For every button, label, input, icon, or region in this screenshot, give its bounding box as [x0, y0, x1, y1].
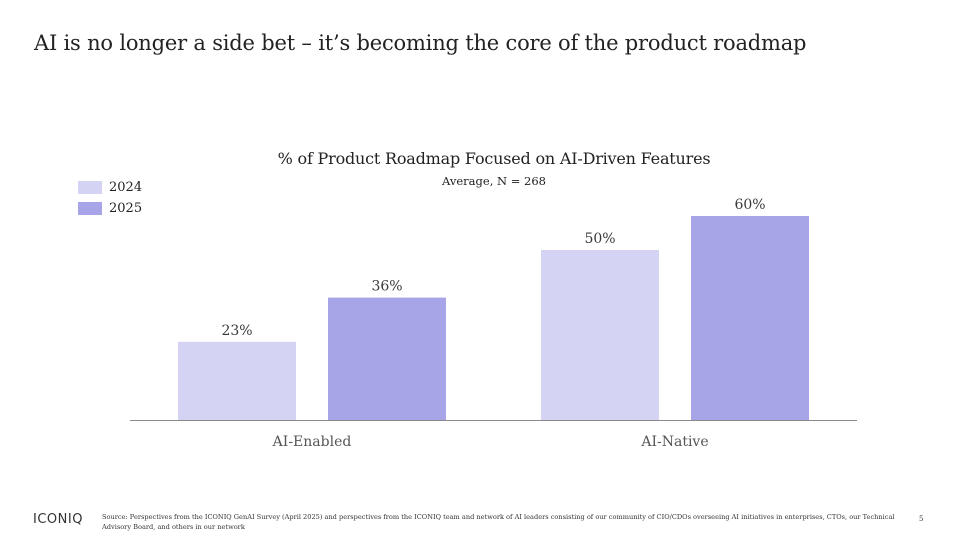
data-label-ai-native-2025: 60%: [734, 197, 765, 213]
legend-item-2024: 2024: [78, 177, 142, 198]
bar-ai-native-2025: [691, 216, 809, 420]
chart-title: % of Product Roadmap Focused on AI-Drive…: [277, 149, 711, 168]
source-footnote: Source: Perspectives from the ICONIQ Gen…: [102, 513, 895, 531]
iconiq-logo: ICONIQ: [33, 512, 83, 527]
chart-subtitle: Average, N = 268: [442, 174, 546, 188]
legend-label-2025: 2025: [109, 201, 143, 216]
slide-title: AI is no longer a side bet – it’s becomi…: [34, 31, 807, 55]
bar-ai-enabled-2024: [178, 341, 296, 420]
chart-legend: 2024 2025: [78, 177, 142, 219]
bar-ai-native-2024: [541, 250, 659, 420]
data-label-ai-enabled-2024: 23%: [221, 323, 252, 339]
page-number: 5: [919, 515, 924, 523]
category-label-ai-enabled: AI-Enabled: [272, 434, 352, 450]
category-label-ai-native: AI-Native: [640, 434, 708, 450]
legend-item-2025: 2025: [78, 198, 142, 219]
bar-ai-enabled-2025: [328, 297, 446, 420]
legend-swatch-2024: [78, 181, 102, 194]
data-label-ai-native-2024: 50%: [584, 231, 615, 247]
legend-label-2024: 2024: [109, 180, 143, 195]
legend-swatch-2025: [78, 202, 102, 215]
data-label-ai-enabled-2025: 36%: [371, 279, 402, 295]
